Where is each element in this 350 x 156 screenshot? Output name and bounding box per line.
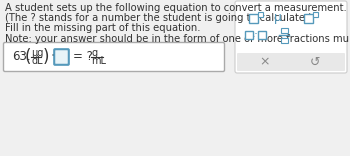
Bar [258, 31, 266, 39]
Bar [303, 14, 313, 22]
Bar [258, 12, 262, 17]
Bar [313, 12, 317, 17]
Text: (: ( [25, 48, 32, 66]
Bar [280, 37, 287, 42]
Text: μ: μ [274, 12, 282, 24]
Text: dL: dL [32, 56, 44, 66]
Text: Fill in the missing part of this equation.: Fill in the missing part of this equatio… [5, 23, 201, 33]
Text: (The ? stands for a number the student is going to calculate.): (The ? stands for a number the student i… [5, 13, 312, 23]
FancyBboxPatch shape [4, 42, 224, 71]
FancyBboxPatch shape [54, 49, 69, 65]
Text: ↺: ↺ [310, 56, 320, 68]
Text: μg: μg [31, 47, 43, 58]
Text: ): ) [43, 48, 49, 66]
FancyBboxPatch shape [237, 53, 345, 71]
Bar [245, 31, 253, 39]
Text: ·: · [254, 29, 258, 41]
Text: g: g [92, 47, 98, 58]
Text: ·: · [50, 49, 55, 64]
Text: ×: × [260, 56, 270, 68]
Bar [248, 14, 258, 22]
Text: = ?: = ? [73, 51, 93, 63]
Bar [280, 27, 287, 32]
Text: A student sets up the following equation to convert a measurement.: A student sets up the following equation… [5, 3, 347, 13]
FancyBboxPatch shape [235, 1, 347, 73]
Text: 63.: 63. [12, 51, 31, 63]
Text: mL: mL [91, 56, 106, 66]
Text: Note: your answer should be in the form of one or more fractions multiplied toge: Note: your answer should be in the form … [5, 34, 350, 44]
